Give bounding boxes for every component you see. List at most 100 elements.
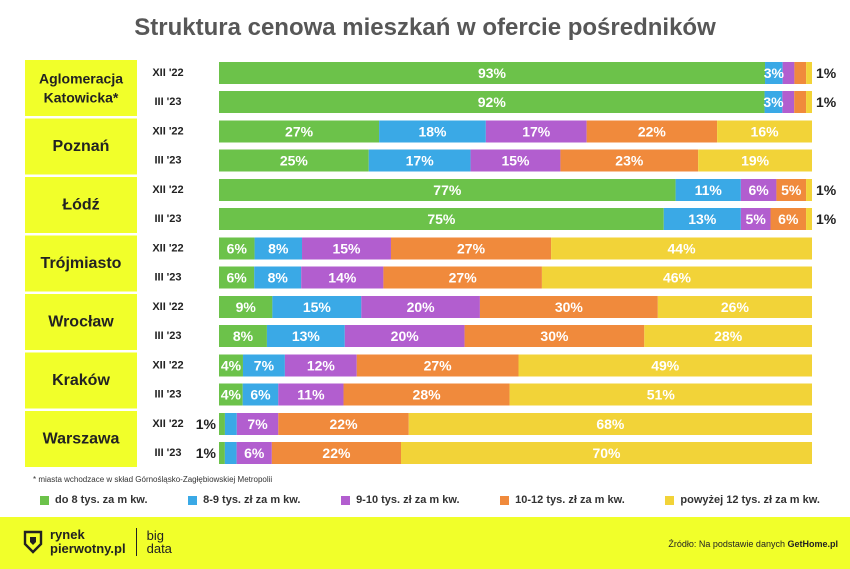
city-label: Aglomeracja (39, 71, 123, 87)
city-label-box (25, 118, 137, 175)
bar-value-label: 77% (433, 182, 462, 198)
legend-label: do 8 tys. za m kw. (55, 494, 148, 506)
city-label-box (25, 294, 137, 350)
bar-segment (806, 208, 812, 230)
bar-value-label: 5% (746, 211, 767, 227)
bar-segment (219, 442, 225, 464)
bar-segment (551, 237, 812, 260)
bar-value-label: 1% (816, 211, 837, 227)
period-label: XII '22 (152, 360, 183, 372)
bar-segment (740, 179, 777, 201)
legend-item: 9-10 tys. zł za m kw. (341, 494, 460, 506)
bar-value-label: 28% (413, 387, 442, 403)
city-label-box (25, 411, 137, 467)
bar-value-label: 19% (741, 153, 770, 169)
bar-segment (794, 62, 807, 84)
rynek-pierwotny-logo: rynek pierwotny.pl big data (22, 528, 172, 556)
bar-segment (782, 62, 795, 84)
bar-segment (219, 354, 243, 377)
bar-value-label: 6% (227, 241, 248, 257)
legend-item: do 8 tys. za m kw. (40, 494, 148, 506)
legend: do 8 tys. za m kw. 8-9 tys. zł za m kw. … (40, 494, 820, 506)
bar-segment (242, 383, 279, 406)
stacked-bar-chart: Aglomeracja Katowicka* XII '22 93% 3% 1% III '… (25, 60, 837, 467)
bar-segment (278, 383, 344, 406)
bar-segment (560, 149, 699, 172)
bar-value-label: 8% (268, 270, 289, 286)
city-label-box (25, 235, 137, 292)
bar-value-label: 23% (615, 153, 644, 169)
bar-value-label: 6% (778, 211, 799, 227)
bar-segment (272, 296, 362, 318)
bar-value-label: 13% (688, 211, 717, 227)
bar-segment (254, 237, 303, 260)
bar-value-label: 20% (407, 299, 436, 315)
bar-value-label: 4% (221, 387, 242, 403)
city-label: Warszawa (43, 431, 120, 448)
bar-value-label: 6% (226, 270, 247, 286)
period-label: XII '22 (152, 126, 183, 138)
bar-segment (368, 149, 471, 172)
bar-segment (806, 91, 812, 113)
period-label: III '23 (154, 155, 181, 167)
legend-swatch (188, 495, 198, 505)
legend-swatch (500, 495, 510, 505)
legend-item: 8-9 tys. zł za m kw. (188, 494, 301, 506)
bar-value-label: 3% (763, 94, 784, 110)
bar-value-label: 46% (663, 270, 692, 286)
city-label: Łódź (62, 197, 99, 214)
bar-value-label: 28% (714, 328, 743, 344)
bar-value-label: 49% (651, 358, 680, 374)
period-label: XII '22 (152, 67, 183, 79)
bar-value-label: 27% (449, 270, 478, 286)
bar-segment (586, 120, 718, 143)
bar-segment (806, 179, 812, 201)
bar-segment (509, 383, 812, 406)
bar-segment (219, 413, 225, 435)
legend-swatch (341, 495, 351, 505)
bar-value-label: 44% (668, 241, 697, 257)
bar-segment (464, 325, 645, 347)
bar-segment (675, 179, 741, 201)
bar-segment (219, 296, 273, 318)
bar-value-label: 75% (427, 211, 456, 227)
legend-label: 9-10 tys. zł za m kw. (356, 494, 460, 506)
bar-value-label: 3% (764, 65, 785, 81)
bar-value-label: 15% (501, 153, 530, 169)
period-label: III '23 (154, 213, 181, 225)
bar-segment (301, 266, 384, 289)
bar-segment (541, 266, 812, 289)
logo-divider (135, 528, 137, 556)
bar-segment (344, 325, 465, 347)
bar-segment (219, 383, 243, 406)
bar-segment (356, 354, 519, 377)
bar-value-label: 16% (751, 124, 780, 140)
bar-value-label: 30% (555, 299, 584, 315)
bar-value-label: 17% (406, 153, 435, 169)
bar-value-label: 70% (592, 445, 621, 461)
bar-value-label: 18% (418, 124, 447, 140)
city-label: Kraków (52, 372, 110, 389)
bar-value-label: 1% (816, 94, 837, 110)
bar-segment (383, 266, 542, 289)
period-label: XII '22 (152, 184, 183, 196)
legend-label: powyżej 12 tys. zł za m kw. (680, 494, 820, 506)
footer-bar: rynek pierwotny.pl big data Źródło: Na p… (0, 517, 850, 569)
bar-segment (470, 149, 561, 172)
bar-value-label: 5% (781, 182, 802, 198)
period-label: III '23 (154, 330, 181, 342)
bar-value-label: 4% (221, 358, 242, 374)
bar-segment (219, 237, 255, 260)
bar-value-label: 1% (196, 445, 217, 461)
city-label: Katowicka* (44, 90, 119, 106)
bar-value-label: 7% (254, 358, 275, 374)
legend-item: powyżej 12 tys. zł za m kw. (665, 494, 820, 506)
bar-value-label: 12% (307, 358, 336, 374)
bar-segment (644, 325, 812, 347)
bar-value-label: 22% (322, 445, 351, 461)
bar-segment (518, 354, 812, 377)
bar-segment (770, 208, 807, 230)
bar-value-label: 6% (250, 387, 271, 403)
bar-value-label: 6% (244, 445, 265, 461)
bar-value-label: 22% (330, 416, 359, 432)
